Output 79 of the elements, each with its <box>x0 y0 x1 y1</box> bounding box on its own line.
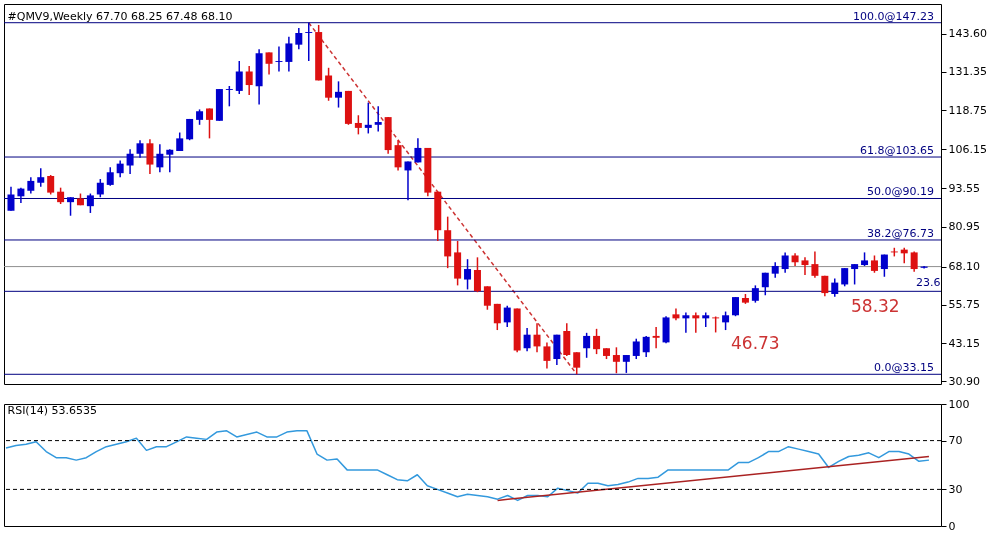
candlestick <box>7 186 15 212</box>
annotation: 46.73 <box>731 333 780 353</box>
candlestick <box>354 114 362 136</box>
candlestick <box>404 160 412 202</box>
candlestick <box>632 337 640 360</box>
candlestick <box>464 258 472 291</box>
candlestick <box>265 51 273 76</box>
candlestick <box>801 256 809 276</box>
y-tick-label: 100 <box>948 397 970 411</box>
candlestick <box>503 304 511 328</box>
y-tick-label: 143.60 <box>948 27 987 41</box>
candlestick <box>910 250 918 273</box>
candlestick <box>483 285 491 311</box>
chart-title: RSI(14) 53.6535 <box>7 404 97 417</box>
y-tick-label: 68.10 <box>948 260 980 274</box>
candlestick <box>245 65 253 96</box>
candlestick <box>692 311 700 334</box>
text: #QMV9,Weekly 67.70 68.25 67.48 68.10 <box>7 10 233 23</box>
candlestick <box>335 80 343 109</box>
candlestick <box>523 327 531 353</box>
candlestick <box>285 35 293 73</box>
candlestick <box>106 166 114 187</box>
candlestick <box>205 107 213 140</box>
candlestick <box>573 351 581 376</box>
candlestick <box>96 178 104 198</box>
line-series <box>5 430 930 502</box>
y-tick-label: 30 <box>948 482 963 496</box>
y-tick-label: 93.55 <box>948 181 980 195</box>
candlestick <box>414 137 422 164</box>
candlestick <box>364 101 372 135</box>
candlestick <box>583 332 591 359</box>
candlestick <box>47 174 55 196</box>
y-tick-label: 43.15 <box>948 336 980 350</box>
candlestick <box>473 256 481 293</box>
candlestick <box>781 251 789 274</box>
candlestick <box>722 310 730 331</box>
ref-line-label: 38.2@76.73 <box>867 226 934 240</box>
y-tick-label: 118.75 <box>948 103 987 117</box>
ref-line-label: 100.0@147.23 <box>853 9 934 23</box>
candlestick <box>146 138 154 175</box>
candlestick <box>543 341 551 370</box>
candlestick <box>86 192 94 214</box>
y-tick-label: 0 <box>948 519 956 533</box>
candlestick <box>275 45 283 73</box>
ref-line-label: 0.0@33.15 <box>874 361 934 375</box>
candlestick <box>37 167 45 188</box>
candlestick <box>652 326 660 349</box>
y-tick-label: 70 <box>948 434 963 448</box>
annotation: 23.6 <box>916 276 941 289</box>
annotation: 58.32 <box>851 296 900 316</box>
candlestick <box>394 139 402 172</box>
candlestick <box>235 60 243 95</box>
candlestick <box>126 148 134 175</box>
candlestick <box>374 105 382 133</box>
candlestick <box>593 328 601 355</box>
y-tick-label: 55.75 <box>948 298 980 312</box>
candlestick <box>831 277 839 298</box>
candlestick <box>612 346 620 374</box>
candlestick <box>732 296 740 317</box>
candlestick <box>156 143 164 174</box>
candlestick <box>305 21 313 62</box>
ref-line-label: 50.0@90.19 <box>867 185 934 199</box>
candlestick <box>642 335 650 358</box>
candlestick <box>325 67 333 102</box>
ref-line-label: 61.8@103.65 <box>860 144 934 158</box>
candlestick <box>811 250 819 279</box>
candlestick <box>851 263 859 286</box>
candlestick <box>67 196 75 217</box>
y-tick-label: 131.35 <box>948 65 987 79</box>
y-tick-label: 30.90 <box>948 374 980 388</box>
candlestick <box>682 311 690 334</box>
candlestick <box>841 267 849 288</box>
candlestick <box>166 148 174 174</box>
candlestick <box>295 27 303 51</box>
candlestick <box>533 322 541 354</box>
candlestick <box>225 85 233 108</box>
y-tick-label: 80.95 <box>948 220 980 234</box>
y-tick-label: 106.15 <box>948 142 987 156</box>
candlestick <box>493 303 501 331</box>
